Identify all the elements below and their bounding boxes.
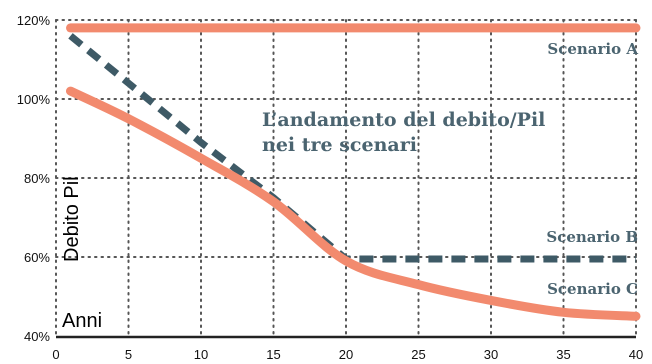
x-tick-label: 25	[411, 347, 425, 362]
x-tick-label: 15	[266, 347, 280, 362]
series-labels: Scenario A Scenario B Scenario C	[546, 40, 638, 298]
x-tick-label: 5	[125, 347, 132, 362]
y-tick-label: 40%	[24, 329, 50, 344]
x-tick-label: 10	[194, 347, 208, 362]
y-axis-label: Debito Pil	[61, 176, 83, 262]
y-tick-label: 80%	[24, 171, 50, 186]
x-tick-label: 35	[556, 347, 570, 362]
series-lines	[66, 23, 641, 321]
grid	[55, 19, 637, 339]
x-tick-label: 40	[629, 347, 643, 362]
y-tick-label: 100%	[17, 92, 51, 107]
x-tick-label: 20	[339, 347, 353, 362]
chart-title-line-2: nei tre scenari	[262, 134, 417, 156]
x-tick-label: 30	[484, 347, 498, 362]
x-axis-ticks: 0 5 10 15 20 25 30 35 40	[52, 347, 643, 362]
y-tick-label: 120%	[17, 13, 51, 28]
x-axis-label: Anni	[62, 310, 102, 332]
x-tick-label: 0	[52, 347, 59, 362]
scenario-c-line	[66, 86, 641, 321]
scenario-a-label: Scenario A	[547, 40, 638, 58]
scenario-c-label: Scenario C	[547, 280, 638, 298]
scenario-b-label: Scenario B	[546, 228, 638, 246]
y-axis-ticks: 40% 60% 80% 100% 120%	[17, 13, 51, 344]
chart-title-line-1: L’andamento del debito/Pil	[262, 109, 545, 131]
y-tick-label: 60%	[24, 250, 50, 265]
